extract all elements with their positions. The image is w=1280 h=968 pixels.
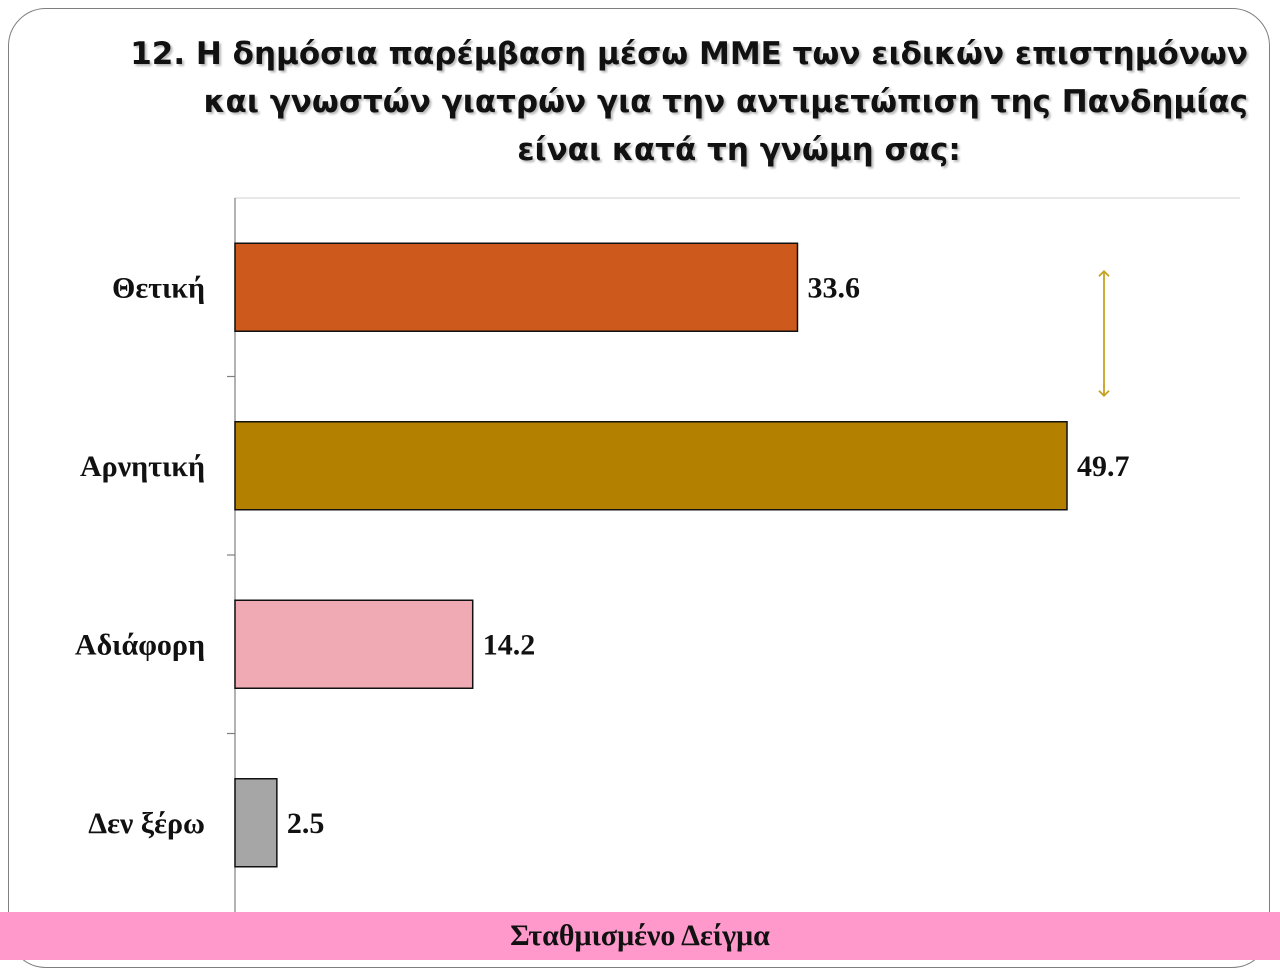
footer-band: Σταθμισμένο Δείγμα	[0, 912, 1280, 960]
bar-1	[234, 242, 799, 332]
value-label-2: 49.7	[1077, 450, 1130, 483]
category-label-4: Δεν ξέρω	[88, 807, 205, 840]
value-label-3: 14.2	[483, 628, 536, 661]
category-label-3: Αδιάφορη	[75, 628, 205, 661]
category-label-2: Αρνητική	[80, 450, 205, 483]
title-line-2: και γνωστών γιατρών για την αντιμετώπιση…	[203, 84, 1249, 120]
title-line-1: 12. Η δημόσια παρέμβαση μέσω ΜΜΕ των ειδ…	[130, 36, 1248, 72]
bar-2	[234, 421, 1068, 511]
bar-3	[234, 599, 474, 689]
value-label-1: 33.6	[807, 271, 860, 304]
footer-label: Σταθμισμένο Δείγμα	[510, 919, 770, 952]
title-line-3: είναι κατά τη γνώμη σας:	[517, 132, 961, 168]
category-label-1: Θετική	[112, 271, 205, 304]
bar-4	[234, 778, 278, 868]
value-label-4: 2.5	[287, 807, 325, 840]
chart-title: 12. Η δημόσια παρέμβαση μέσω ΜΜΕ των ειδ…	[30, 30, 1248, 174]
